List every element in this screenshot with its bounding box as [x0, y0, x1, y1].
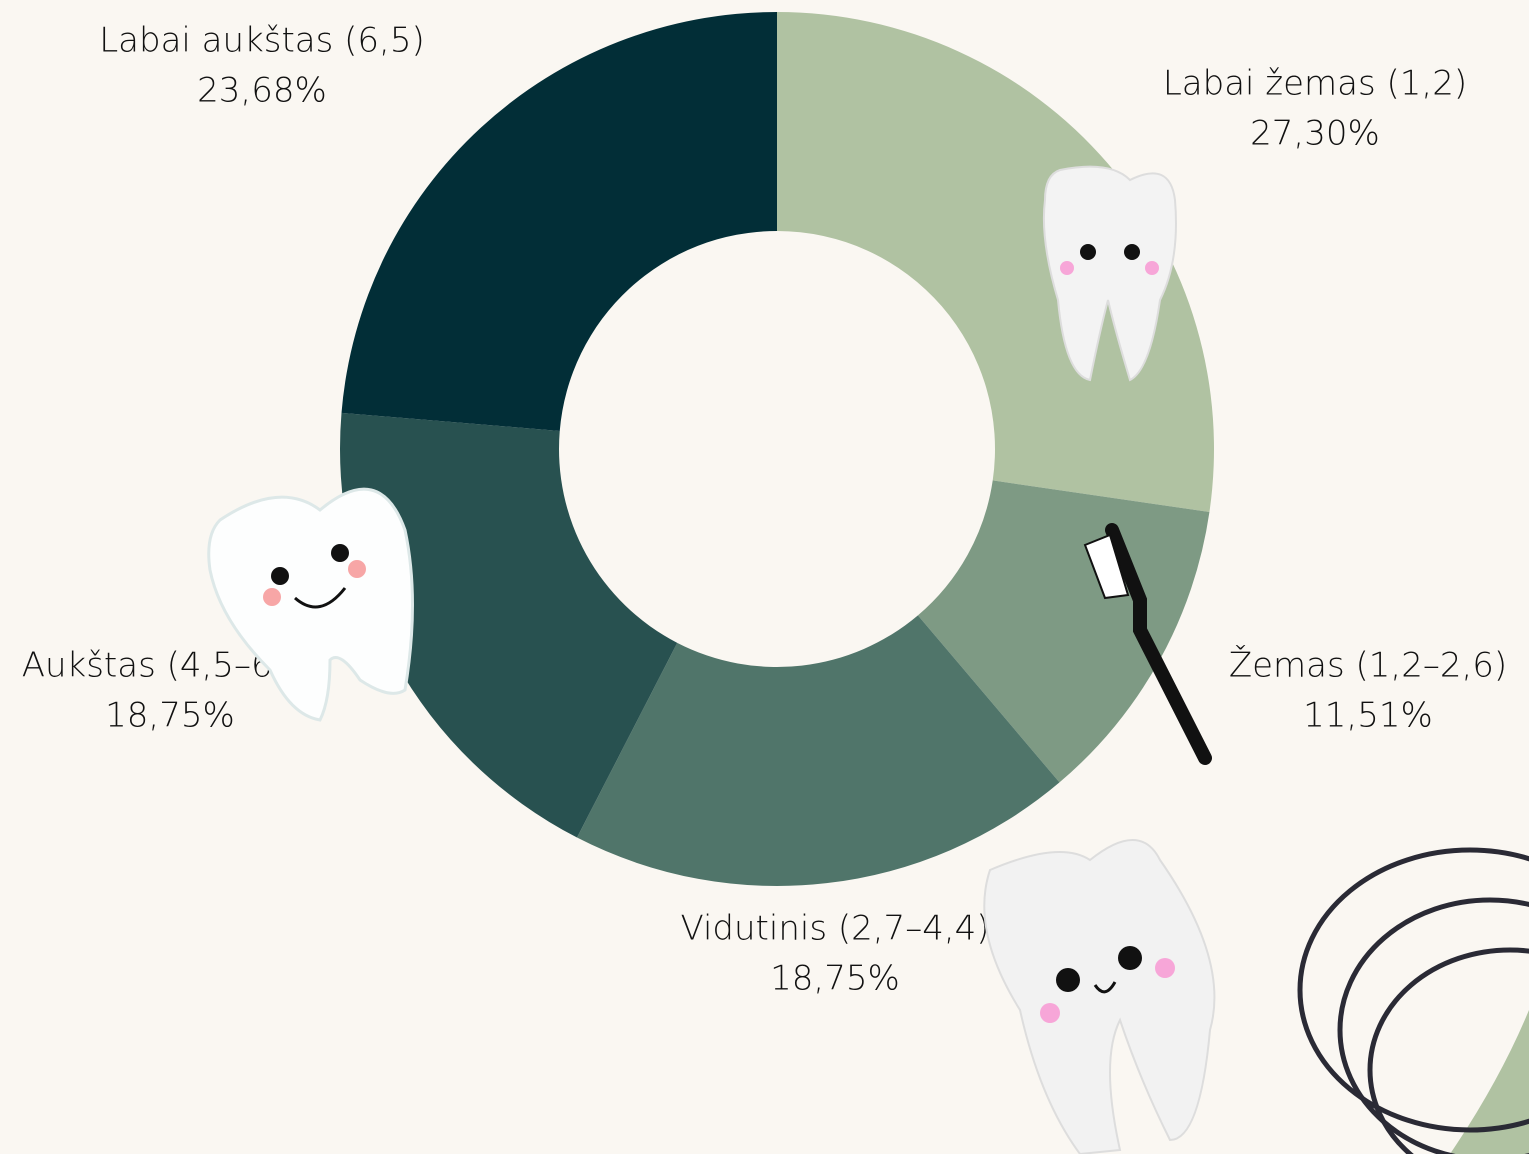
- slice-value-label: 18,75%: [105, 696, 235, 736]
- slice-label: Labai žemas (1,2): [1163, 64, 1467, 104]
- slice-label: Žemas (1,2–2,6): [1229, 645, 1507, 686]
- slice-value-label: 23,68%: [197, 71, 327, 111]
- chart: Labai žemas (1,2) 27,30% Žemas (1,2–2,6) 11…: [0, 0, 1529, 1154]
- slice-value-label: 11,51%: [1303, 696, 1433, 736]
- slice-label: Vidutinis (2,7–4,4): [680, 909, 989, 949]
- slice-value-label: 27,30%: [1250, 114, 1380, 154]
- slice-value-label: 18,75%: [770, 959, 900, 999]
- slice-label: Labai aukštas (6,5): [99, 21, 425, 61]
